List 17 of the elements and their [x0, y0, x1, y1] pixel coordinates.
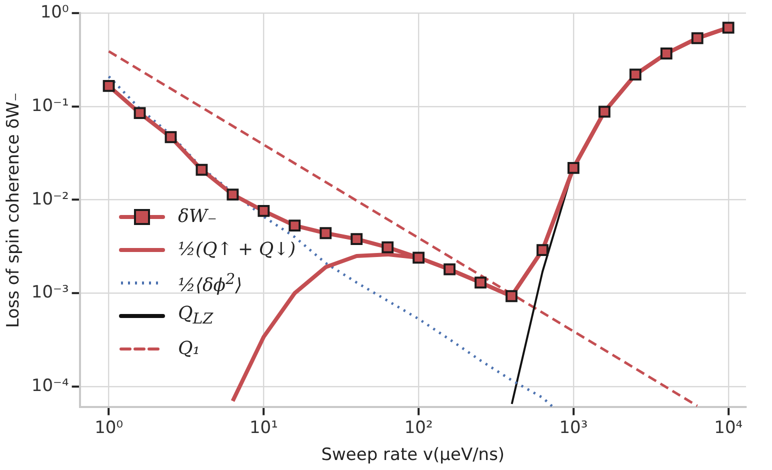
x-tick-label: 10⁴ [714, 418, 743, 438]
legend-label: ½(Q↑ + Q↓) [178, 239, 296, 260]
x-tick-label: 10³ [559, 418, 588, 438]
x-tick-label: 10⁰ [94, 418, 124, 438]
y-axis-title: Loss of spin coherence δW₋ [4, 92, 24, 328]
y-tick-label: 10⁻⁴ [31, 376, 70, 396]
x-tick-label: 10² [404, 418, 433, 438]
legend-label: δW₋ [178, 206, 217, 227]
x-tick-label: 10¹ [249, 418, 278, 438]
y-tick-label: 10⁰ [40, 2, 69, 23]
legend-label: ½⟨δϕ$^{2}$⟩ [178, 270, 242, 296]
y-tick-label: 10⁻¹ [31, 96, 69, 116]
y-tick-label: 10⁻² [31, 189, 69, 210]
y-tick-label: 10⁻³ [31, 282, 69, 303]
x-axis-title: Sweep rate v(μeV/ns) [321, 445, 505, 466]
legend-label: Q$_{LZ}$ [178, 303, 214, 328]
legend-label: Q₁ [178, 338, 200, 359]
